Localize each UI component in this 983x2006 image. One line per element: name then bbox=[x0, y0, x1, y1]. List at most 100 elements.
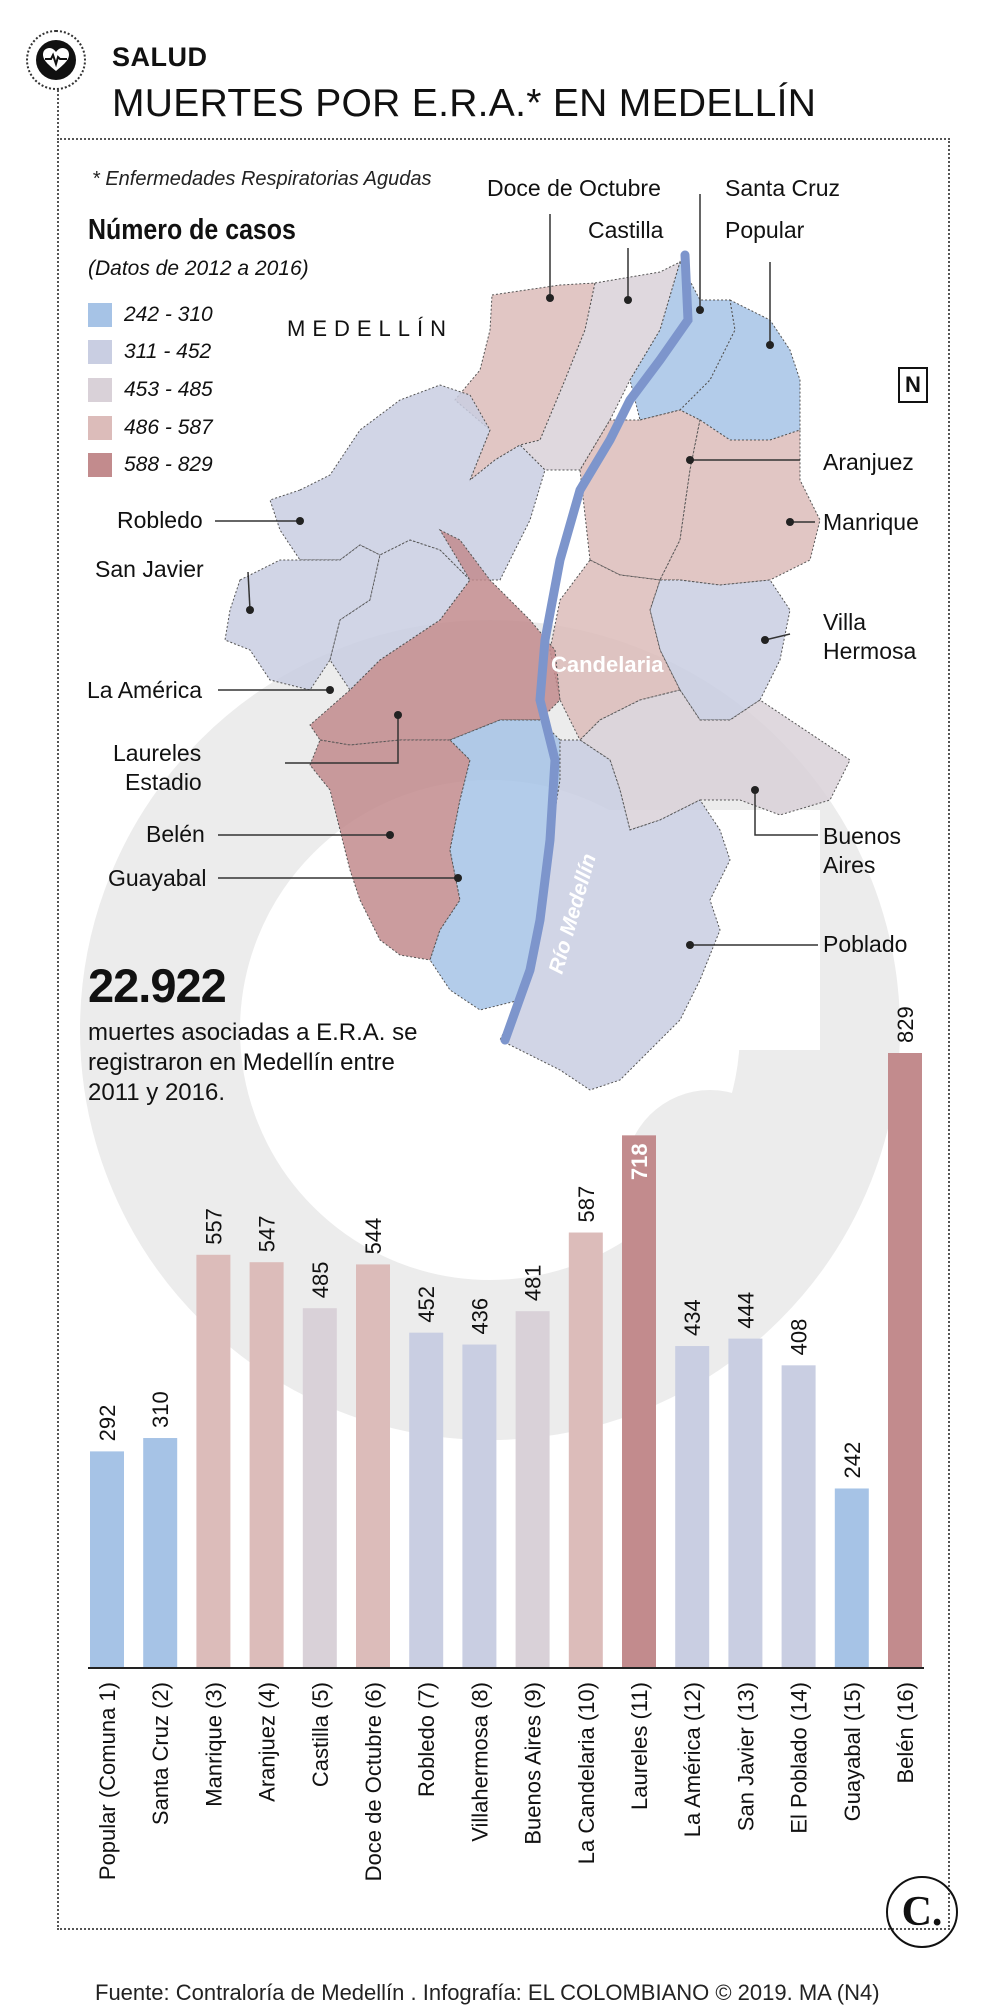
bar-chart: 292 Popular (Comuna 1) 310 Santa Cruz (2) 55… bbox=[88, 1006, 924, 1881]
bar-category-label: Laureles (11) bbox=[627, 1682, 652, 1810]
bar bbox=[515, 1311, 550, 1668]
callout-laureles: Laureles bbox=[113, 740, 202, 766]
bar-category-label: La Candelaria (10) bbox=[574, 1682, 599, 1864]
callout-belen: Belén bbox=[146, 821, 205, 847]
bar-value-label: 310 bbox=[148, 1391, 173, 1428]
legend-swatch bbox=[88, 453, 112, 477]
frame-top-border bbox=[57, 138, 950, 140]
callout-villa-hermosa: Villa bbox=[823, 609, 867, 635]
bar-value-label: 292 bbox=[95, 1405, 120, 1442]
header-divider bbox=[57, 90, 59, 140]
bar-value-label: 829 bbox=[893, 1006, 918, 1043]
medellin-river bbox=[500, 250, 693, 1045]
bar-category-label: Buenos Aires (9) bbox=[521, 1682, 546, 1845]
bar-category-label: Santa Cruz (2) bbox=[148, 1682, 173, 1825]
bar-value-label: 544 bbox=[361, 1218, 386, 1255]
callout-guayabal: Guayabal bbox=[108, 865, 207, 891]
bar-category-label: Manrique (3) bbox=[201, 1682, 226, 1807]
content-frame bbox=[57, 138, 950, 1930]
legend-label: 311 - 452 bbox=[124, 340, 212, 363]
bar-category-label: Belén (16) bbox=[893, 1682, 918, 1784]
region-laureles bbox=[309, 528, 561, 746]
legend-swatch bbox=[88, 303, 112, 327]
callout-robledo: Robledo bbox=[117, 507, 203, 533]
region-belen bbox=[309, 739, 471, 961]
region-aranjuez bbox=[579, 409, 701, 581]
bar bbox=[90, 1451, 124, 1668]
callout-popular: Popular bbox=[725, 217, 805, 243]
bar-value-label: 485 bbox=[308, 1261, 333, 1298]
bar-value-label: 547 bbox=[255, 1215, 280, 1252]
bar-value-label: 452 bbox=[414, 1286, 439, 1323]
region-san-javier bbox=[224, 544, 381, 691]
bar bbox=[143, 1438, 178, 1668]
bar bbox=[409, 1332, 444, 1668]
legend-swatch bbox=[88, 378, 112, 402]
source-credit: Fuente: Contraloría de Medellín . Infogr… bbox=[95, 1980, 880, 2005]
callout-lines bbox=[215, 194, 818, 946]
callout-aranjuez: Aranjuez bbox=[823, 449, 914, 475]
bar-value-label: 718 bbox=[627, 1143, 652, 1180]
callout-castilla: Castilla bbox=[588, 217, 664, 243]
legend-item: 486 - 587 bbox=[88, 415, 213, 441]
legend-label: 242 - 310 bbox=[124, 303, 213, 326]
legend-swatch bbox=[88, 416, 112, 440]
bar bbox=[249, 1262, 284, 1668]
region-manrique bbox=[659, 419, 821, 586]
bar-category-label: Castilla (5) bbox=[308, 1682, 333, 1787]
legend-label: 453 - 485 bbox=[124, 378, 213, 401]
callout-buenos-aires-2: Aires bbox=[823, 852, 876, 878]
heart-icon bbox=[26, 30, 86, 90]
bar-category-label: Aranjuez (4) bbox=[255, 1682, 280, 1802]
callout-la-america: La América bbox=[87, 677, 203, 703]
map-regions bbox=[224, 260, 851, 1091]
callout-buenos-aires: Buenos bbox=[823, 823, 902, 849]
bar-category-label: Guayabal (15) bbox=[840, 1682, 865, 1821]
bar bbox=[781, 1365, 816, 1668]
callout-santa-cruz: Santa Cruz bbox=[725, 175, 841, 201]
page-title: MUERTES POR E.R.A.* EN MEDELLÍN bbox=[112, 82, 817, 125]
bar bbox=[302, 1308, 337, 1668]
legend-subtitle: (Datos de 2012 a 2016) bbox=[88, 257, 309, 280]
region-guayabal bbox=[429, 719, 561, 1011]
callout-laureles-2: Estadio bbox=[125, 769, 202, 795]
callout-manrique: Manrique bbox=[823, 509, 919, 535]
bar-value-label: 481 bbox=[521, 1264, 546, 1301]
medellin-map: Río Medellín Candelaria bbox=[215, 194, 851, 1091]
legend-item: 311 - 452 bbox=[88, 339, 211, 365]
bar bbox=[834, 1488, 869, 1668]
bar bbox=[568, 1232, 603, 1668]
legend-item: 242 - 310 bbox=[88, 302, 213, 328]
legend-swatch bbox=[88, 340, 112, 364]
bar bbox=[196, 1254, 231, 1668]
bar-category-label: La América (12) bbox=[680, 1682, 705, 1837]
bar-value-label: 587 bbox=[574, 1186, 599, 1223]
bar-category-label: San Javier (13) bbox=[733, 1682, 758, 1831]
center-label: Candelaria bbox=[551, 652, 664, 677]
total-deaths-value: 22.922 bbox=[88, 959, 227, 1012]
bar bbox=[888, 1053, 922, 1668]
callout-san-javier: San Javier bbox=[95, 556, 204, 582]
bar-value-label: 242 bbox=[840, 1442, 865, 1479]
bar-category-label: Popular (Comuna 1) bbox=[95, 1682, 120, 1880]
bar-category-label: Villahermosa (8) bbox=[467, 1682, 492, 1842]
region-buenos-aires bbox=[579, 689, 851, 831]
legend-label: 588 - 829 bbox=[124, 453, 213, 476]
callout-dots bbox=[246, 294, 794, 949]
city-label: MEDELLÍN bbox=[287, 316, 454, 341]
callout-villa-hermosa-2: Hermosa bbox=[823, 638, 917, 664]
legend-item: 453 - 485 bbox=[88, 377, 213, 403]
bar-category-label: Doce de Octubre (6) bbox=[361, 1682, 386, 1881]
legend-item: 588 - 829 bbox=[88, 452, 213, 478]
footnote: * Enfermedades Respiratorias Agudas bbox=[92, 168, 432, 190]
north-arrow-icon: N bbox=[898, 367, 928, 403]
total-deaths-description: muertes asociadas a E.R.A. se registraro… bbox=[88, 1019, 418, 1106]
callout-doce-de-octubre: Doce de Octubre bbox=[487, 175, 661, 201]
bar-value-label: 434 bbox=[680, 1299, 705, 1336]
callout-poblado: Poblado bbox=[823, 931, 908, 957]
bar bbox=[622, 1135, 656, 1668]
bar-value-label: 436 bbox=[467, 1298, 492, 1335]
bar bbox=[462, 1344, 497, 1668]
el-colombiano-logo: C. bbox=[886, 1876, 958, 1948]
section-label: SALUD bbox=[112, 42, 208, 72]
